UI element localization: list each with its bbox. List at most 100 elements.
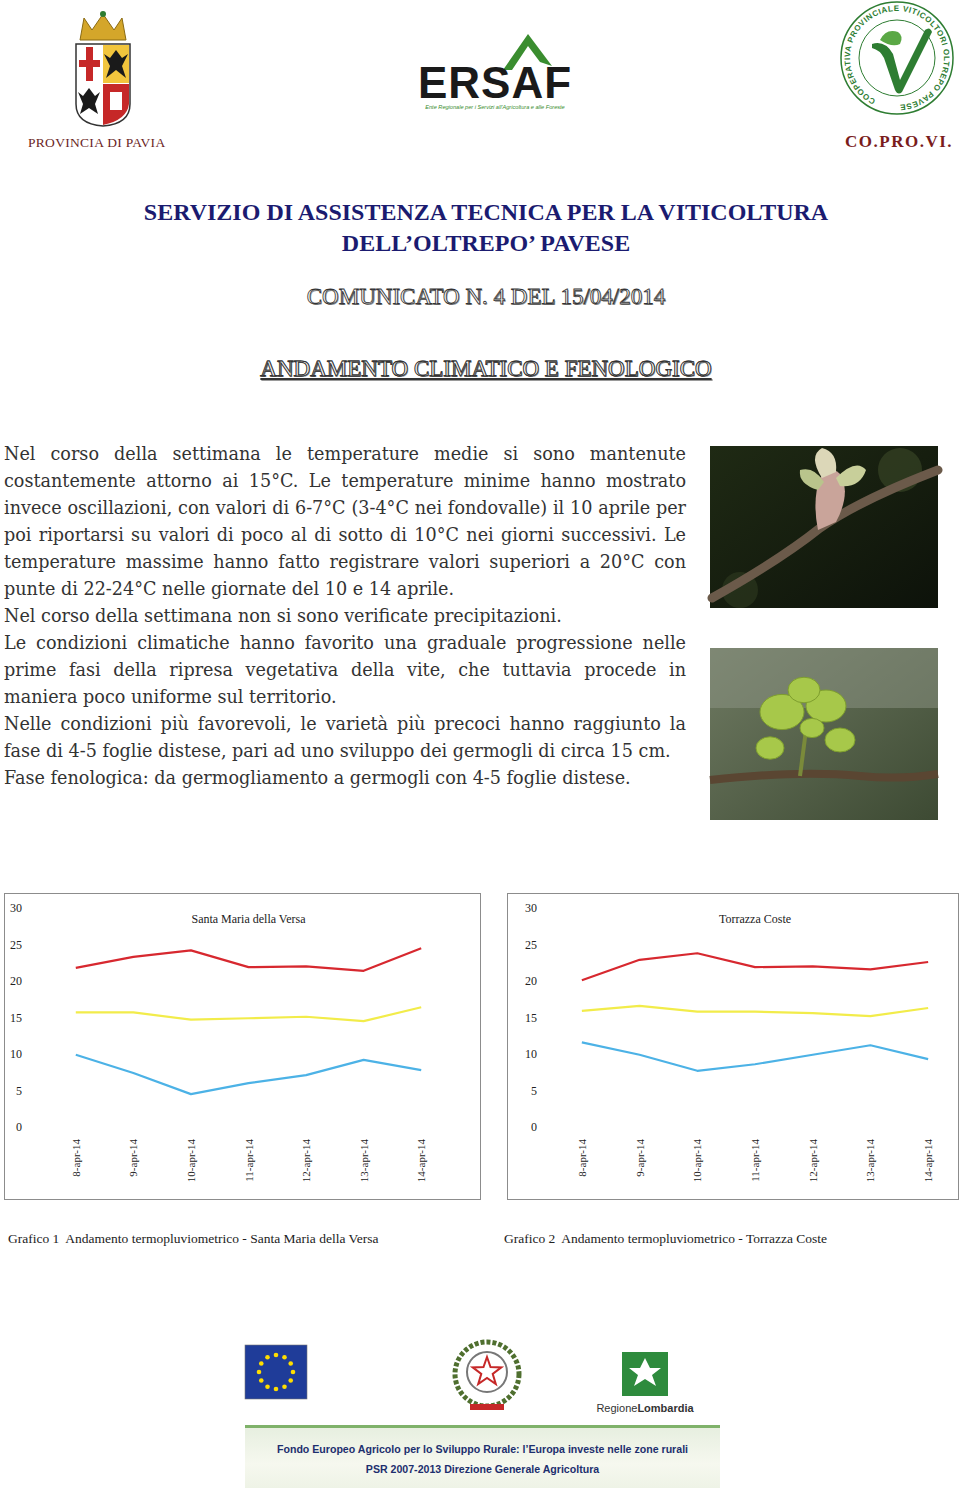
ribbon xyxy=(470,1404,504,1410)
leaf xyxy=(815,448,836,478)
x-tick-label: 14-apr-14 xyxy=(922,1139,934,1183)
lombardia-logo: RegioneLombardia xyxy=(596,1352,694,1414)
quarter xyxy=(103,84,129,125)
bokeh xyxy=(878,448,922,492)
copro-circle xyxy=(841,2,953,114)
lombardia-square xyxy=(622,1352,668,1396)
crown xyxy=(80,14,126,40)
x-tick-label: 14-apr-14 xyxy=(415,1139,427,1183)
leaf xyxy=(825,728,855,752)
ersaf-logo: ERSAFEnte Regionale per i Servizi all'Ag… xyxy=(418,34,572,110)
chart-title: Torrazza Coste xyxy=(719,912,791,926)
copro-logo: COOPERATIVA PROVINCIALE VITICOLTORI OLTR… xyxy=(841,2,953,114)
star xyxy=(282,1384,287,1389)
crown-jewel xyxy=(100,11,106,17)
y-tick-label: 5 xyxy=(16,1084,22,1098)
star xyxy=(274,1353,279,1358)
page: ERSAFEnte Regionale per i Servizi all'Ag… xyxy=(0,0,960,1488)
eu-flag xyxy=(245,1345,307,1399)
paragraph: Fase fenologica: da germogliamento a ger… xyxy=(4,765,686,792)
y-tick-label: 5 xyxy=(531,1084,537,1098)
banner-line: PSR 2007-2013 Direzione Generale Agricol… xyxy=(245,1463,720,1475)
leaf xyxy=(800,469,824,490)
plot-area xyxy=(76,948,421,1094)
y-tick-label: 25 xyxy=(10,938,22,952)
y-tick-label: 10 xyxy=(525,1047,537,1061)
tower xyxy=(110,92,122,110)
y-tick-label: 30 xyxy=(10,901,22,915)
branch xyxy=(712,470,938,598)
province-label: PROVINCIA DI PAVIA xyxy=(28,135,165,151)
x-tick-label: 9-apr-14 xyxy=(127,1139,139,1177)
chart-frame xyxy=(5,894,481,1200)
star xyxy=(265,1355,270,1360)
y-tick-label: 10 xyxy=(10,1047,22,1061)
paragraph: Nel corso della settimana le temperature… xyxy=(4,441,686,603)
paragraph: Nel corso della settimana non si sono ve… xyxy=(4,603,686,630)
coat-of-arms xyxy=(76,11,130,126)
cane xyxy=(710,774,938,780)
lombardia-text: RegioneLombardia xyxy=(596,1402,694,1414)
series-line xyxy=(582,1006,928,1016)
flag-field xyxy=(245,1345,307,1399)
lombardia-rose xyxy=(629,1358,661,1386)
lombardia-name: Lombardia xyxy=(637,1402,694,1414)
bokeh xyxy=(722,572,758,608)
main-title: SERVIZIO DI ASSISTENZA TECNICA PER LA VI… xyxy=(6,199,960,226)
chart: Torrazza Coste0510152025308-apr-149-apr-… xyxy=(508,894,959,1200)
chart-frame xyxy=(508,894,959,1200)
x-tick-label: 12-apr-14 xyxy=(300,1139,312,1183)
star xyxy=(265,1384,270,1389)
star xyxy=(288,1378,293,1383)
photo-background xyxy=(710,446,938,608)
x-tick-label: 13-apr-14 xyxy=(864,1139,876,1183)
x-tick-label: 8-apr-14 xyxy=(70,1139,82,1177)
leaf xyxy=(756,737,784,759)
wheel xyxy=(467,1352,507,1392)
photo-background xyxy=(710,648,938,820)
quarter xyxy=(77,45,102,83)
x-tick-label: 8-apr-14 xyxy=(576,1139,588,1177)
y-tick-label: 20 xyxy=(10,974,22,988)
x-tick-label: 11-apr-14 xyxy=(749,1139,761,1182)
leaf xyxy=(788,677,820,703)
series-line xyxy=(76,1007,421,1021)
section-title: ANDAMENTO CLIMATICO E FENOLOGICO xyxy=(6,356,960,382)
chart-title: Santa Maria della Versa xyxy=(191,912,306,926)
chart-caption: Grafico 1 Andamento termopluviometrico -… xyxy=(8,1231,379,1247)
quarter xyxy=(77,84,102,124)
star xyxy=(473,1357,502,1384)
y-tick-label: 0 xyxy=(531,1120,537,1134)
leaf xyxy=(800,718,824,737)
plot-area xyxy=(582,953,928,1071)
y-tick-label: 20 xyxy=(525,974,537,988)
x-tick-label: 11-apr-14 xyxy=(243,1139,255,1182)
bud xyxy=(815,469,844,530)
wreath xyxy=(455,1342,519,1406)
copro-ring-text: COOPERATIVA PROVINCIALE VITICOLTORI OLTR… xyxy=(843,4,951,112)
shield xyxy=(76,44,130,126)
banner-line: Fondo Europeo Agricolo per lo Sviluppo R… xyxy=(245,1443,720,1455)
y-tick-label: 0 xyxy=(16,1120,22,1134)
header-logos: ERSAFEnte Regionale per i Servizi all'Ag… xyxy=(0,0,960,130)
star xyxy=(288,1361,293,1366)
sky-blur xyxy=(710,648,938,708)
ersaf-subtitle: Ente Regionale per i Servizi all'Agricol… xyxy=(425,104,564,110)
paragraph: Nelle condizioni più favorevoli, le vari… xyxy=(4,711,686,765)
y-tick-label: 30 xyxy=(525,901,537,915)
y-tick-label: 25 xyxy=(525,938,537,952)
x-tick-label: 9-apr-14 xyxy=(634,1139,646,1177)
photo-shoot xyxy=(710,648,938,820)
x-tick-label: 10-apr-14 xyxy=(691,1139,703,1183)
star xyxy=(259,1361,264,1366)
copro-check xyxy=(872,28,932,93)
copro-ring-textpath: COOPERATIVA PROVINCIALE VITICOLTORI OLTR… xyxy=(843,4,951,112)
eagle xyxy=(104,50,128,78)
ersaf-wordmark: ERSAF xyxy=(418,58,572,107)
star xyxy=(257,1370,262,1375)
series-line xyxy=(76,1055,421,1094)
charts: Santa Maria della Versa0510152025308-apr… xyxy=(0,885,960,1205)
x-tick-label: 12-apr-14 xyxy=(807,1139,819,1183)
chart-caption: Grafico 2 Andamento termopluviometrico -… xyxy=(504,1231,827,1247)
x-tick-label: 13-apr-14 xyxy=(358,1139,370,1183)
